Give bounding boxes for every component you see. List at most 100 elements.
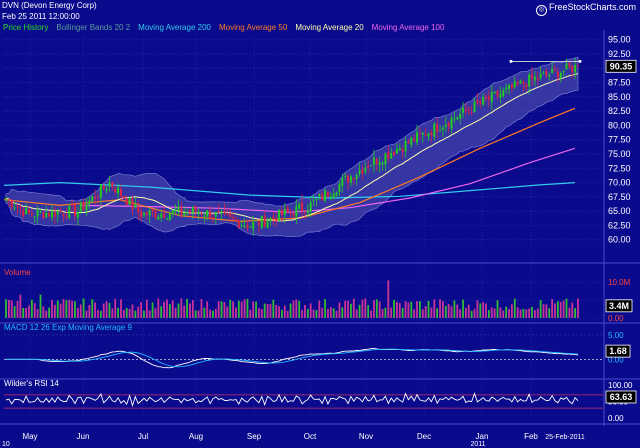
volume-bar bbox=[7, 299, 10, 318]
volume-bar bbox=[381, 309, 384, 318]
candle-body bbox=[332, 193, 335, 199]
price-tick-label: 95.00 bbox=[608, 35, 631, 45]
volume-bar bbox=[22, 307, 25, 318]
volume-bar bbox=[76, 307, 79, 318]
candle-body bbox=[203, 215, 206, 217]
volume-bar bbox=[298, 300, 301, 318]
volume-bar bbox=[189, 303, 191, 318]
legend-item-5: Moving Average 100 bbox=[371, 23, 445, 32]
candle-body bbox=[214, 212, 217, 217]
volume-bar bbox=[148, 310, 151, 318]
candle-body bbox=[410, 137, 413, 145]
candle-body bbox=[548, 75, 551, 77]
candle-body bbox=[536, 78, 539, 80]
candle-body bbox=[232, 217, 235, 219]
volume-bar bbox=[367, 305, 370, 318]
candle-body bbox=[246, 224, 249, 229]
x-tick-label: Jun bbox=[77, 432, 90, 441]
volume-bar bbox=[209, 309, 211, 318]
candle-body bbox=[473, 101, 476, 113]
candle-body bbox=[393, 151, 396, 156]
candle-body bbox=[211, 217, 214, 219]
price-tick-label: 92.50 bbox=[608, 49, 631, 59]
candle-body bbox=[421, 132, 424, 135]
candle-body bbox=[134, 204, 137, 208]
volume-bar bbox=[396, 301, 398, 318]
candle-body bbox=[278, 209, 281, 221]
high-marker-dot bbox=[578, 59, 582, 63]
volume-bar bbox=[309, 303, 312, 318]
volume-bar bbox=[266, 304, 269, 318]
volume-bar bbox=[387, 280, 390, 318]
end-date-label: 25-Feb-2011 bbox=[545, 434, 585, 441]
candle-body bbox=[68, 206, 71, 219]
x-tick-label: Sep bbox=[247, 432, 262, 441]
candle-body bbox=[418, 132, 421, 134]
volume-bar bbox=[243, 299, 246, 318]
candle-body bbox=[229, 213, 232, 217]
volume-bar bbox=[301, 309, 303, 318]
candle-body bbox=[401, 149, 404, 152]
volume-bar bbox=[410, 301, 413, 318]
candle-body bbox=[280, 210, 283, 216]
candle-body bbox=[65, 215, 68, 218]
candle-body bbox=[289, 210, 292, 213]
candle-body bbox=[364, 167, 367, 172]
rsi-line bbox=[5, 392, 579, 408]
brand-logo[interactable]: ◎ FreeStockCharts.com bbox=[535, 2, 636, 16]
candle-body bbox=[186, 211, 189, 213]
candle-body bbox=[390, 153, 393, 159]
candle-body bbox=[22, 209, 25, 216]
price-tick-label: 75.00 bbox=[608, 149, 631, 159]
volume-bar bbox=[347, 300, 349, 318]
volume-bar bbox=[240, 301, 243, 318]
volume-bar bbox=[571, 302, 574, 318]
candle-body bbox=[223, 210, 226, 213]
volume-bar bbox=[128, 308, 131, 318]
volume-bar bbox=[304, 304, 306, 318]
candle-body bbox=[306, 210, 309, 213]
candle-body bbox=[568, 62, 571, 67]
candle-body bbox=[545, 70, 548, 76]
volume-bar bbox=[332, 308, 335, 318]
volume-bar bbox=[217, 301, 220, 318]
candle-body bbox=[102, 185, 105, 189]
candle-body bbox=[56, 211, 59, 215]
volume-bar bbox=[493, 308, 496, 318]
rsi-panel-title: Wilder's RSI 14 bbox=[4, 379, 59, 388]
volume-bar bbox=[246, 298, 249, 318]
candle-body bbox=[456, 117, 459, 120]
volume-bar bbox=[289, 303, 292, 318]
volume-bar bbox=[318, 300, 321, 318]
macd-signal-line bbox=[6, 348, 579, 368]
volume-bar bbox=[232, 301, 234, 318]
volume-bar bbox=[559, 301, 562, 318]
volume-bar bbox=[519, 309, 522, 318]
volume-bar bbox=[442, 301, 444, 318]
candle-body bbox=[5, 198, 7, 200]
candle-body bbox=[240, 225, 243, 227]
volume-bar bbox=[226, 306, 229, 318]
price-tick-label: 70.00 bbox=[608, 178, 631, 188]
volume-bar bbox=[28, 305, 30, 318]
volume-bar bbox=[361, 299, 364, 318]
volume-bar bbox=[45, 310, 48, 318]
volume-bar bbox=[131, 304, 134, 318]
candle-body bbox=[71, 204, 74, 206]
candle-body bbox=[341, 178, 344, 186]
candle-body bbox=[88, 200, 91, 205]
candle-body bbox=[94, 196, 97, 199]
candle-body bbox=[82, 202, 85, 211]
volume-bar bbox=[470, 310, 473, 318]
candle-body bbox=[114, 188, 117, 193]
volume-bar bbox=[352, 298, 355, 318]
volume-bar bbox=[88, 305, 91, 318]
candle-body bbox=[255, 220, 258, 222]
candle-body bbox=[571, 65, 574, 73]
candle-body bbox=[487, 96, 490, 100]
volume-bar bbox=[203, 307, 206, 318]
volume-bar bbox=[237, 300, 240, 318]
x-tick-label: Dec bbox=[417, 432, 431, 441]
